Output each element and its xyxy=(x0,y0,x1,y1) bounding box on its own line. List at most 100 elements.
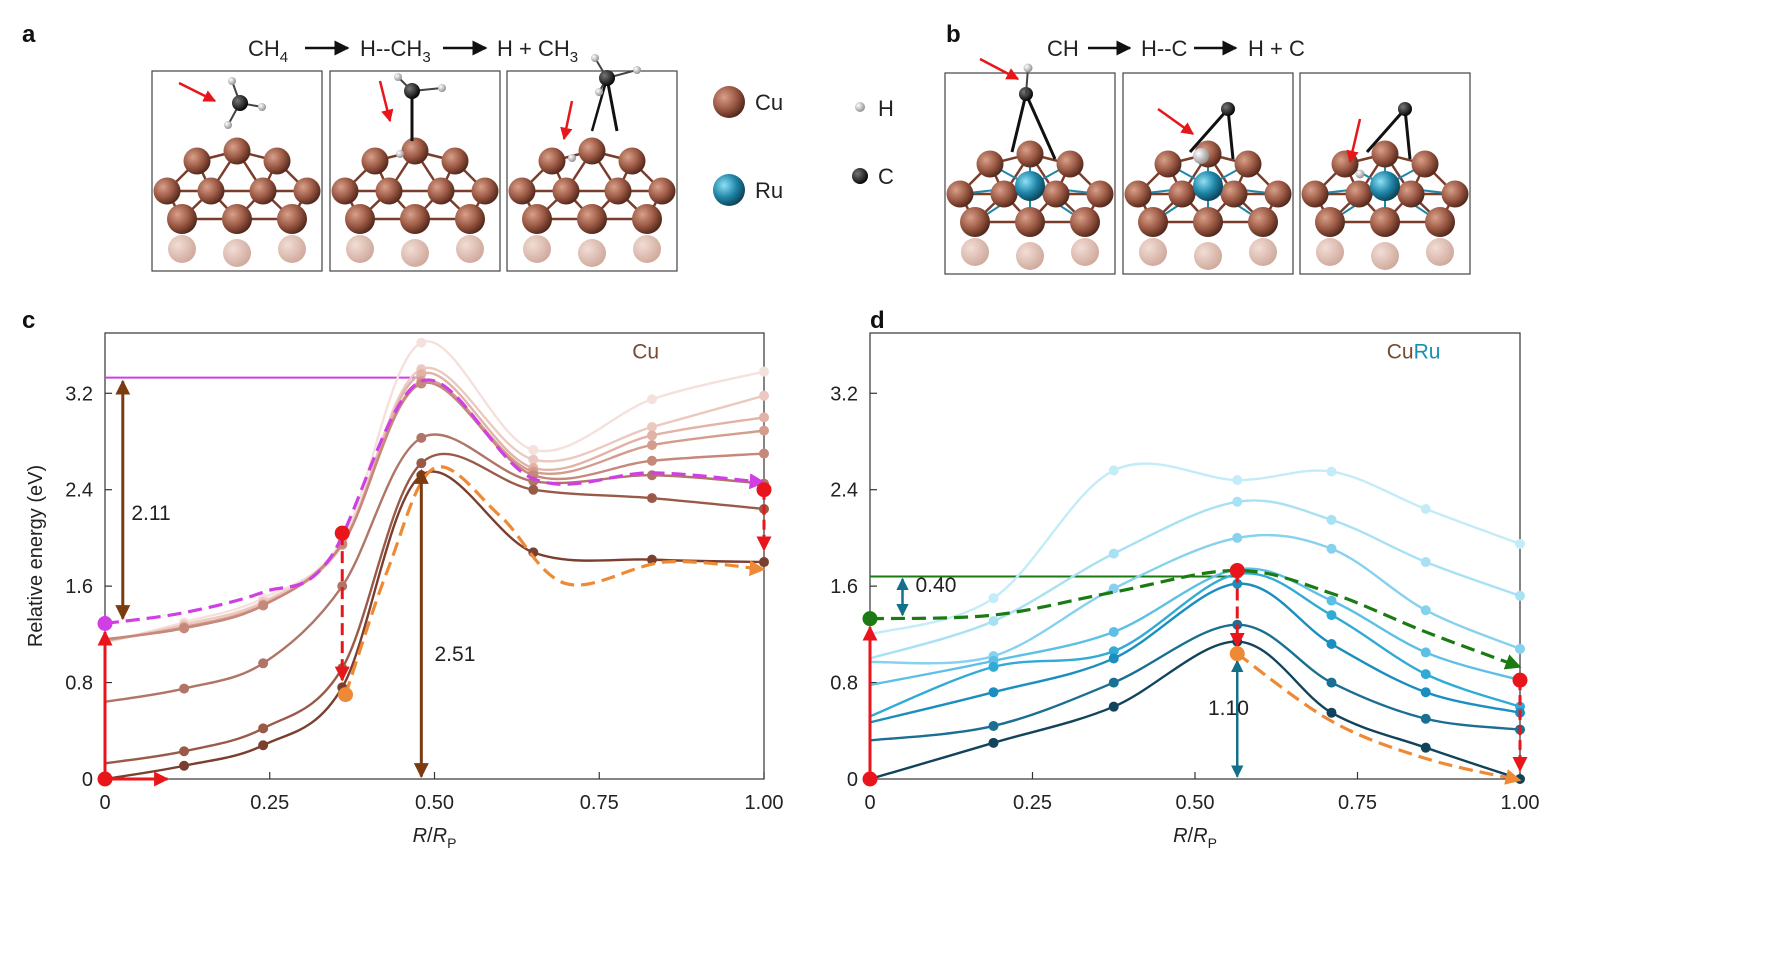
data-point xyxy=(1108,646,1119,657)
structure-boxes-a xyxy=(151,54,678,272)
series-t2 xyxy=(869,496,1525,660)
data-point xyxy=(1326,677,1337,688)
h-atom xyxy=(1355,169,1365,179)
cu-atom xyxy=(1425,207,1455,237)
cu-atom xyxy=(1056,150,1084,178)
data-point xyxy=(988,720,999,731)
red-pointer-arrow xyxy=(979,57,1020,81)
cu-atom xyxy=(976,150,1004,178)
red-pointer-arrow xyxy=(1157,107,1195,136)
cu-atom xyxy=(1370,207,1400,237)
h-atom xyxy=(568,154,576,162)
energy-chart-cu: 0 0.8 1.6 2.4 3.2 0 0.25 0.50 0.75 1.00 R/RP Relati… xyxy=(25,332,783,851)
h-atom xyxy=(396,150,404,158)
y-axis-label: Relative energy (eV) xyxy=(25,465,47,647)
cu-atom xyxy=(167,204,197,234)
series-line xyxy=(869,499,1521,660)
series-t3 xyxy=(869,532,1525,665)
c-atom xyxy=(404,83,420,99)
legend-label-h: H xyxy=(878,96,894,121)
highlight-point xyxy=(97,616,113,632)
x-tick-label: 0.50 xyxy=(1176,792,1215,814)
legend-label-ru: Ru xyxy=(755,178,783,203)
cu-atom xyxy=(1345,180,1373,208)
cu-atom xyxy=(197,177,225,205)
h-atom xyxy=(438,84,446,92)
reaction-b-species-3: H + C xyxy=(1248,36,1305,61)
series-line xyxy=(104,470,765,781)
data-point xyxy=(1108,465,1119,476)
atom-legend: Cu Ru H C xyxy=(713,86,894,206)
x-tick-label: 0.75 xyxy=(580,792,619,814)
highlight-point xyxy=(338,687,354,703)
h-atom xyxy=(595,88,603,96)
highlight-point xyxy=(1512,672,1528,688)
red-pointer-arrow xyxy=(1346,118,1362,164)
data-point xyxy=(1420,669,1431,680)
data-point xyxy=(1326,610,1337,621)
series-s7 xyxy=(104,452,769,765)
data-point xyxy=(988,593,999,604)
cu-atom xyxy=(223,137,251,165)
data-point xyxy=(416,432,427,443)
green-path xyxy=(869,568,1522,670)
y-tick-label: 1.6 xyxy=(65,576,93,598)
cu-atom xyxy=(1397,180,1425,208)
panel-letter-d: d xyxy=(870,307,885,334)
cu-atom xyxy=(1168,180,1196,208)
structure-image-2 xyxy=(1122,72,1294,275)
data-point xyxy=(528,454,539,465)
data-point xyxy=(646,440,657,451)
data-point xyxy=(1108,701,1119,712)
cu-atom xyxy=(331,177,359,205)
data-point xyxy=(1326,595,1337,606)
cu-atom xyxy=(293,177,321,205)
series-s4 xyxy=(104,376,769,642)
c-atom xyxy=(1398,102,1412,116)
panel-letter-a: a xyxy=(22,21,36,48)
ru-atom-icon xyxy=(713,174,745,206)
data-point xyxy=(1232,496,1243,507)
ru-atom xyxy=(1370,171,1400,201)
data-point xyxy=(1326,638,1337,649)
annotation-value: 0.40 xyxy=(916,574,957,597)
x-tick-label: 0.25 xyxy=(1013,792,1052,814)
cu-atom xyxy=(632,204,662,234)
h-atom-icon xyxy=(855,102,865,112)
orange-path xyxy=(344,465,766,696)
red-pointer-arrow xyxy=(560,100,574,141)
cu-atom-faded xyxy=(168,235,196,263)
cu-atom-faded xyxy=(1249,238,1277,266)
cu-atom xyxy=(345,204,375,234)
reaction-a-species-3: H + CH3 xyxy=(497,36,578,66)
cu-atom xyxy=(471,177,499,205)
y-tick-label: 0 xyxy=(82,769,93,791)
data-point xyxy=(759,412,769,423)
y-tick-label: 3.2 xyxy=(830,383,858,405)
cu-atom xyxy=(1016,140,1044,168)
cu-atom-faded xyxy=(1139,238,1167,266)
data-point xyxy=(528,484,539,495)
energy-chart-curu: 0 0.8 1.6 2.4 3.2 0 0.25 0.50 0.75 1.00 R/RP CuRu 0.… xyxy=(830,332,1539,851)
cu-atom xyxy=(1070,207,1100,237)
data-point xyxy=(179,683,190,694)
cu-atom xyxy=(1193,207,1223,237)
data-point xyxy=(646,394,657,405)
cu-atom xyxy=(1154,150,1182,178)
data-point xyxy=(258,658,269,669)
cu-atom-faded xyxy=(1016,242,1044,270)
data-point xyxy=(1420,503,1431,514)
h-atom xyxy=(394,73,402,81)
cu-atom xyxy=(375,177,403,205)
cu-atom xyxy=(960,207,990,237)
reaction-a-species-1: CH4 xyxy=(248,36,288,66)
data-point xyxy=(528,444,539,455)
data-point xyxy=(988,687,999,698)
structure-boxes-b xyxy=(944,57,1471,275)
data-point xyxy=(759,425,769,436)
cu-atom-faded xyxy=(1316,238,1344,266)
data-point xyxy=(646,493,657,504)
data-point xyxy=(1326,707,1337,718)
data-point xyxy=(1108,653,1119,664)
cu-atom xyxy=(1220,180,1248,208)
